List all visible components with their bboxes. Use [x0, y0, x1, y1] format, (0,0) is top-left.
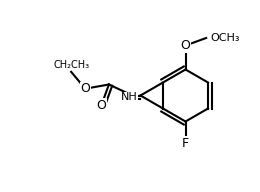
Text: O: O: [181, 39, 191, 52]
Text: O: O: [80, 82, 90, 95]
Text: NH: NH: [121, 93, 138, 103]
Text: O: O: [96, 99, 106, 112]
Text: CH₂CH₃: CH₂CH₃: [53, 60, 89, 70]
Text: F: F: [182, 137, 189, 150]
Text: OCH₃: OCH₃: [210, 33, 240, 43]
